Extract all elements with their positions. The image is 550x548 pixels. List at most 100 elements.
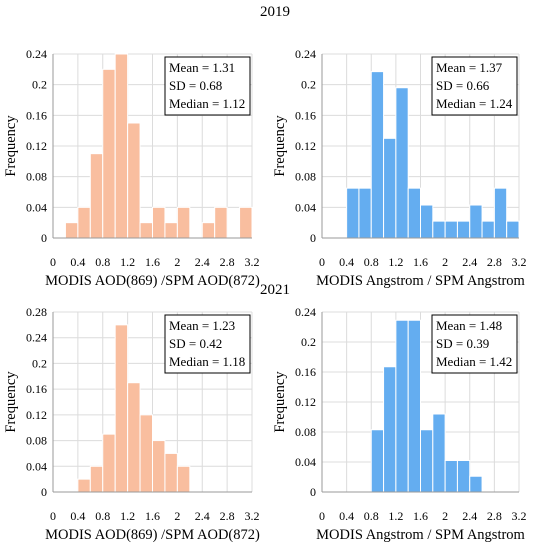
histogram-bar [383, 366, 397, 493]
x-tick-label: 2.8 [220, 255, 235, 269]
x-axis-title: MODIS Angstrom / SPM Angstrom [316, 527, 525, 543]
stats-line: SD = 0.68 [169, 78, 222, 93]
histogram-bar [89, 153, 104, 239]
y-axis-title: Frequency [272, 371, 288, 433]
y-tick-label: 0.12 [295, 395, 316, 409]
histogram-bar [358, 187, 372, 239]
x-tick-label: 0 [50, 509, 56, 523]
x-tick-label: 0.8 [364, 255, 379, 269]
histogram-bar [370, 429, 385, 493]
stats-line: Median = 1.12 [169, 96, 245, 111]
histogram-bar [432, 220, 446, 239]
x-tick-label: 2.4 [195, 255, 210, 269]
y-tick-label: 0.2 [301, 335, 316, 349]
y-tick-label: 0.2 [32, 356, 47, 370]
histogram-bar [127, 122, 141, 239]
x-tick-label: 1.2 [120, 509, 135, 523]
stats-box [164, 314, 251, 374]
x-tick-label: 0.4 [70, 509, 85, 523]
y-tick-label: 0.08 [26, 434, 47, 448]
histogram-bar [370, 71, 385, 239]
year-title-2021: 2021 [260, 282, 290, 298]
histogram-bar [407, 319, 421, 493]
histogram-bar [432, 413, 446, 493]
histogram-bar [152, 206, 166, 239]
histogram-bar [456, 460, 471, 493]
x-tick-label: 1.2 [120, 255, 135, 269]
x-tick-label: 0.8 [364, 509, 379, 523]
histogram-bar [395, 319, 409, 493]
x-tick-label: 2.4 [462, 509, 477, 523]
histogram-bar [420, 429, 434, 493]
x-tick-label: 2 [174, 255, 180, 269]
histogram-bar [469, 204, 483, 239]
histogram-bar [77, 206, 91, 239]
histogram-bar [77, 478, 91, 493]
histogram-bar [102, 68, 116, 239]
stats-box [164, 56, 251, 116]
y-tick-label: 0.04 [295, 455, 316, 469]
histogram-bar [420, 204, 434, 239]
histogram-bar [127, 382, 141, 493]
x-axis-title: MODIS AOD(869) /SPM AOD(872) [45, 527, 260, 543]
stats-line: SD = 0.66 [436, 78, 490, 93]
stats-box [431, 56, 518, 116]
stats-line: Median = 1.42 [436, 354, 512, 369]
histogram-bar [114, 53, 129, 239]
histogram-bar [152, 440, 166, 493]
histogram-bar [164, 452, 178, 493]
x-tick-label: 0.4 [339, 255, 354, 269]
x-tick-label: 3.2 [512, 509, 527, 523]
x-tick-label: 2.4 [195, 509, 210, 523]
y-tick-label: 0 [310, 231, 316, 245]
histogram-angstrom-2021: 0 0.04 0.08 0.12 0.16 0.2 0.24 0 0.4 0.8 1.2 1.6 2 2.… [272, 305, 527, 543]
histogram-bar [346, 187, 360, 239]
x-tick-label: 2.8 [487, 509, 502, 523]
y-tick-label: 0.16 [295, 365, 316, 379]
x-tick-label: 1.6 [145, 509, 160, 523]
histogram-bar [383, 137, 397, 239]
x-tick-label: 2 [442, 509, 448, 523]
histogram-bar [89, 465, 104, 493]
x-tick-label: 0.8 [95, 509, 110, 523]
stats-line: SD = 0.39 [436, 336, 489, 351]
y-axis-title: Frequency [3, 371, 19, 433]
histogram-bar [64, 222, 79, 239]
x-tick-label: 1.6 [413, 255, 428, 269]
y-tick-label: 0.04 [26, 200, 47, 214]
histogram-bar [444, 220, 458, 239]
histogram-bar [139, 222, 153, 239]
histogram-bar [395, 87, 409, 239]
x-tick-label: 1.2 [388, 255, 403, 269]
y-tick-label: 0.08 [26, 170, 47, 184]
y-tick-label: 0.2 [32, 78, 47, 92]
histogram-bar [114, 324, 129, 493]
histogram-bar [201, 222, 216, 239]
histogram-bar [444, 460, 458, 493]
histogram-bar [506, 220, 520, 239]
x-tick-label: 3.2 [245, 509, 260, 523]
x-tick-label: 1.2 [388, 509, 403, 523]
y-tick-label: 0 [41, 231, 47, 245]
y-tick-label: 0.04 [26, 459, 47, 473]
y-tick-label: 0.28 [26, 305, 47, 319]
histogram-bar [139, 414, 153, 493]
x-tick-label: 2.8 [487, 255, 502, 269]
histogram-bar [176, 206, 191, 239]
histogram-bar [164, 222, 178, 239]
histogram-bar [407, 187, 421, 239]
y-tick-label: 0.12 [26, 408, 47, 422]
histogram-bar [469, 475, 483, 493]
stats-line: Median = 1.18 [169, 354, 245, 369]
histogram-bar [481, 220, 495, 239]
y-tick-label: 0.24 [295, 305, 316, 319]
y-tick-label: 0.24 [26, 47, 47, 61]
y-tick-label: 0.2 [301, 78, 316, 92]
x-tick-label: 0 [319, 255, 325, 269]
y-tick-label: 0.16 [295, 108, 316, 122]
stats-line: SD = 0.42 [169, 336, 222, 351]
x-tick-label: 2 [174, 509, 180, 523]
x-tick-label: 1.6 [413, 509, 428, 523]
y-tick-label: 0.16 [26, 382, 47, 396]
y-tick-label: 0 [41, 485, 47, 499]
